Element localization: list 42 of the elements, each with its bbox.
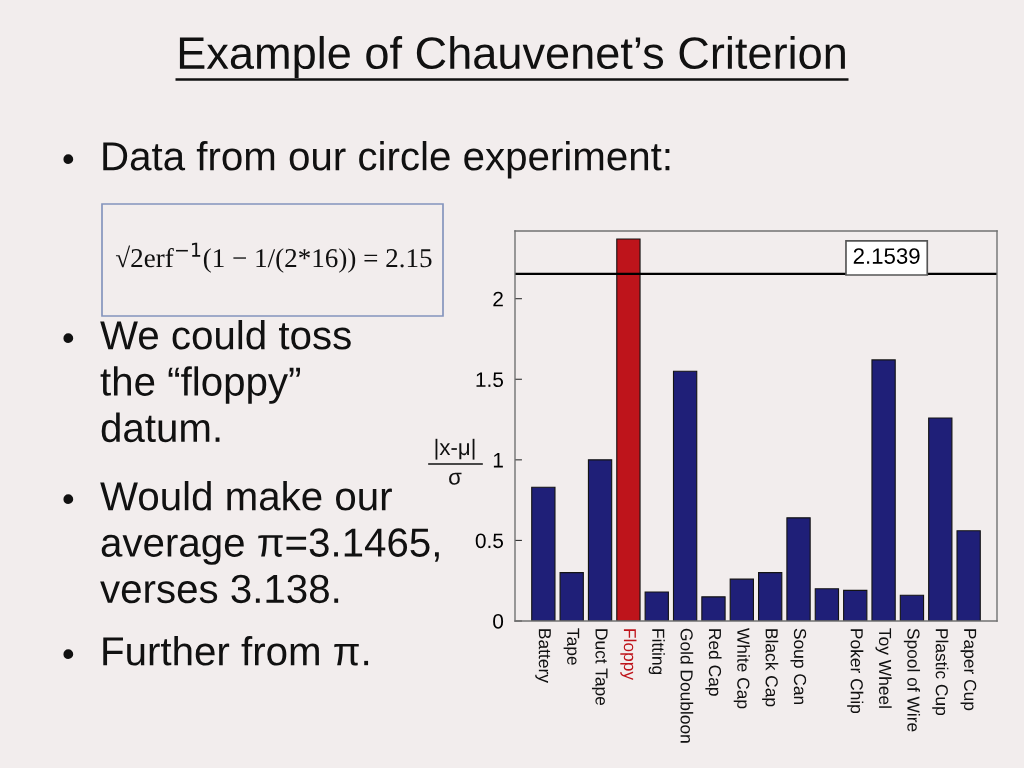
bar [729,578,755,621]
bar [757,572,783,621]
text: • Data from our circle experiment: [63,141,670,179]
bar [559,572,584,621]
x-tick-label: Red Cap [705,629,722,696]
bar [899,594,925,621]
bar [644,591,669,621]
bar [871,359,896,621]
y-tick-label: 1 [493,453,503,468]
bar [786,517,811,621]
x-tick-label: Tape [563,628,580,665]
bar [672,370,698,621]
text: • We could toss the “floppy” datum. [63,320,351,443]
x-tick-label: Battery [535,629,551,683]
bar [814,588,840,621]
y-tick-label: 0 [493,614,504,629]
x-tick-label: Soup Can [790,628,807,705]
bar [587,459,613,621]
x-tick-label: Gold Doubloon [680,628,694,743]
bar [701,596,726,621]
x-tick-label: Paper Cup [960,629,977,711]
bar [616,238,641,621]
bar [928,417,953,621]
x-tick-label: Spool of Wire [903,628,921,732]
x-tick-label: Fitting [648,629,665,675]
bar [956,530,981,621]
text: • Further from π. [63,636,369,666]
y-tick-label: 1.5 [476,372,504,388]
ref-line-label: 2.1539 [853,248,920,264]
x-tick-label: Poker Chip [847,629,864,714]
x-tick-label: White Cap [733,628,750,709]
y-tick-label: 0.5 [475,533,504,549]
bar [531,486,556,621]
x-tick-label: Duct Tape [591,629,608,706]
x-tick-label: Black Cap [762,629,779,707]
x-tick-label: Floppy [620,629,637,681]
chart-title: Example of Chauvenet’s Criterion [179,35,845,79]
x-tick-label: Plastic Cup [932,629,949,716]
y-tick-label: 2 [493,291,503,307]
x-tick-label: Toy Wheel [875,628,892,708]
text: √2erf$^{−1}$(1 − 1/(2*16)) = 2.15 [115,242,432,273]
bar [843,589,868,621]
